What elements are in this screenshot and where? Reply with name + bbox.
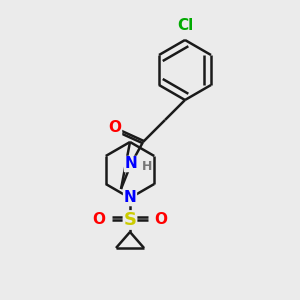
Text: N: N [124, 157, 137, 172]
Text: O: O [109, 121, 122, 136]
Text: S: S [124, 211, 136, 229]
Text: N: N [124, 190, 136, 206]
Text: Cl: Cl [177, 19, 193, 34]
Text: H: H [142, 160, 152, 172]
Text: O: O [154, 212, 167, 227]
Text: O: O [92, 212, 106, 227]
